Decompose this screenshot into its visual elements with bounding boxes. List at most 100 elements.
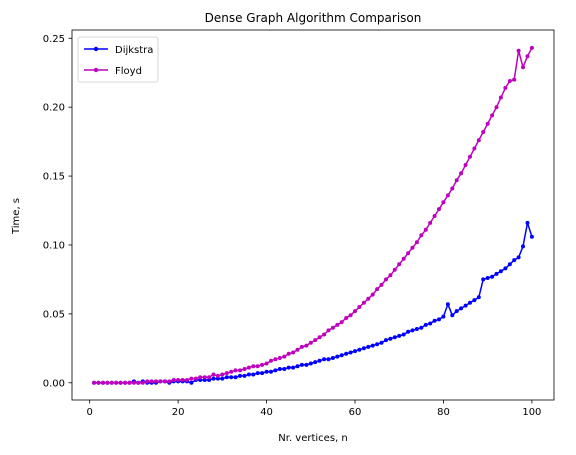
data-point-floyd (167, 379, 172, 384)
legend: Dijkstra Floyd (77, 36, 159, 83)
data-point-dijkstra (397, 333, 402, 338)
data-point-floyd (251, 364, 256, 369)
data-point-floyd (512, 77, 517, 82)
data-point-dijkstra (330, 356, 335, 360)
data-point-floyd (215, 373, 220, 378)
data-point-floyd (308, 340, 313, 345)
data-point-dijkstra (384, 338, 388, 343)
data-point-floyd (127, 380, 132, 385)
data-point-floyd (375, 287, 380, 292)
x-tick-label: 0 (87, 407, 93, 418)
plot-marks (92, 45, 534, 385)
data-point-dijkstra (246, 372, 251, 377)
data-point-dijkstra (335, 354, 340, 359)
data-point-dijkstra (494, 271, 499, 276)
data-point-floyd (224, 371, 229, 376)
data-point-floyd (476, 138, 481, 143)
data-point-floyd (269, 358, 273, 363)
data-point-floyd (344, 316, 349, 320)
data-point-dijkstra (233, 375, 238, 380)
data-point-dijkstra (437, 317, 441, 322)
x-axis-label: Nr. vertices, n (278, 433, 347, 444)
data-point-floyd (145, 379, 150, 384)
data-point-dijkstra (322, 357, 327, 362)
data-point-floyd (529, 45, 534, 50)
data-point-floyd (388, 273, 393, 278)
data-point-floyd (202, 375, 207, 380)
data-point-floyd (370, 292, 375, 297)
data-point-dijkstra (308, 361, 313, 366)
data-point-dijkstra (357, 347, 362, 352)
data-point-floyd (339, 320, 344, 325)
data-point-floyd (291, 350, 296, 355)
data-point-dijkstra (432, 318, 437, 323)
data-point-dijkstra (441, 314, 446, 319)
data-point-floyd (503, 85, 508, 90)
data-point-floyd (96, 380, 101, 385)
data-point-floyd (198, 375, 203, 380)
data-point-floyd (136, 380, 141, 385)
data-point-floyd (171, 378, 176, 382)
data-point-dijkstra (291, 365, 296, 370)
data-point-floyd (516, 48, 521, 53)
data-point-floyd (229, 369, 234, 374)
data-point-dijkstra (401, 332, 406, 337)
data-point-floyd (507, 79, 512, 83)
data-point-dijkstra (238, 373, 242, 378)
data-point-floyd (397, 262, 402, 267)
data-point-dijkstra (388, 336, 393, 341)
data-point-dijkstra (503, 266, 508, 271)
data-point-floyd (454, 178, 459, 183)
data-point-floyd (273, 357, 278, 362)
data-point-dijkstra (459, 306, 464, 311)
data-point-floyd (494, 105, 499, 110)
data-point-floyd (401, 256, 406, 261)
data-point-floyd (463, 163, 468, 167)
data-point-dijkstra (454, 309, 459, 314)
data-point-floyd (295, 347, 300, 352)
data-point-dijkstra (507, 262, 512, 267)
data-point-dijkstra (498, 269, 503, 274)
data-point-dijkstra (366, 344, 371, 349)
data-point-floyd (450, 186, 455, 191)
data-point-floyd (419, 233, 424, 238)
data-point-dijkstra (414, 327, 419, 331)
x-tick-label: 40 (260, 407, 273, 418)
data-point-dijkstra (224, 375, 229, 380)
x-tick-label: 60 (349, 407, 362, 418)
data-point-dijkstra (525, 220, 530, 225)
data-point-floyd (260, 362, 265, 367)
data-point-floyd (428, 220, 433, 225)
data-point-dijkstra (299, 362, 304, 367)
data-point-floyd (423, 227, 428, 232)
data-point-dijkstra (344, 351, 349, 356)
x-tick-label: 20 (172, 407, 185, 418)
data-point-floyd (326, 328, 331, 333)
data-point-dijkstra (264, 369, 269, 374)
data-point-floyd (317, 335, 322, 340)
data-point-dijkstra (472, 298, 477, 303)
data-point-floyd (445, 193, 450, 198)
data-point-floyd (384, 277, 388, 282)
data-point-dijkstra (419, 325, 424, 330)
data-point-dijkstra (406, 329, 411, 334)
y-tick-label: 0.15 (43, 172, 65, 183)
data-point-dijkstra (313, 360, 318, 365)
data-point-dijkstra (370, 343, 375, 348)
data-point-dijkstra (229, 375, 234, 380)
data-point-dijkstra (317, 358, 322, 363)
data-point-floyd (392, 267, 397, 272)
data-point-floyd (490, 113, 495, 118)
data-point-floyd (123, 380, 128, 385)
data-point-floyd (437, 207, 441, 212)
data-point-floyd (131, 380, 136, 385)
data-point-floyd (238, 368, 242, 373)
y-tick-label: 0.00 (43, 378, 65, 389)
data-point-floyd (211, 372, 216, 377)
data-point-dijkstra (481, 277, 486, 282)
series-line-floyd (94, 47, 533, 384)
data-point-floyd (154, 379, 158, 384)
data-point-dijkstra (277, 367, 282, 371)
y-tick-label: 0.05 (43, 309, 65, 320)
x-tick-label: 100 (522, 407, 541, 418)
